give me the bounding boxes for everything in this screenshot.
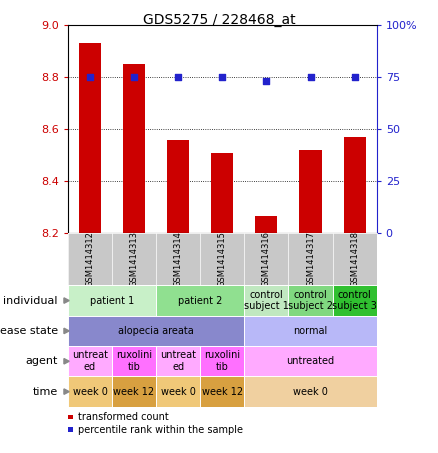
Text: disease state: disease state [0,326,58,336]
Text: GSM1414317: GSM1414317 [306,231,315,287]
Text: untreated: untreated [286,356,335,366]
Text: agent: agent [25,356,58,366]
Text: GSM1414316: GSM1414316 [262,231,271,287]
Text: control
subject 2: control subject 2 [288,290,333,311]
Text: individual: individual [4,295,58,306]
Bar [211,153,233,233]
Text: percentile rank within the sample: percentile rank within the sample [78,425,243,435]
Text: untreat
ed: untreat ed [72,351,108,372]
Text: week 0: week 0 [161,386,196,397]
Point [86,73,93,81]
Text: GSM1414314: GSM1414314 [174,231,183,287]
Text: GSM1414318: GSM1414318 [350,231,359,287]
Text: GSM1414312: GSM1414312 [85,231,95,287]
Text: GSM1414313: GSM1414313 [130,231,138,287]
Bar [300,150,321,233]
Text: week 12: week 12 [202,386,243,397]
Text: GDS5275 / 228468_at: GDS5275 / 228468_at [143,13,295,27]
Point [263,77,270,85]
Bar [255,217,277,233]
Text: control
subject 1: control subject 1 [244,290,289,311]
Point [351,73,358,81]
Text: control
subject 3: control subject 3 [332,290,377,311]
Text: ruxolini
tib: ruxolini tib [204,351,240,372]
Text: ruxolini
tib: ruxolini tib [116,351,152,372]
Text: patient 1: patient 1 [90,295,134,306]
Bar [123,64,145,233]
Point [131,73,138,81]
Point [219,73,226,81]
Text: untreat
ed: untreat ed [160,351,196,372]
Bar [167,140,189,233]
Point [175,73,182,81]
Text: week 0: week 0 [73,386,107,397]
Bar [343,137,366,233]
Text: week 0: week 0 [293,386,328,397]
Point [307,73,314,81]
Bar [79,43,101,233]
Text: time: time [32,386,58,397]
Text: GSM1414315: GSM1414315 [218,231,227,287]
Text: normal: normal [293,326,328,336]
Text: week 12: week 12 [113,386,155,397]
Text: alopecia areata: alopecia areata [118,326,194,336]
Text: transformed count: transformed count [78,412,169,422]
Text: patient 2: patient 2 [178,295,223,306]
